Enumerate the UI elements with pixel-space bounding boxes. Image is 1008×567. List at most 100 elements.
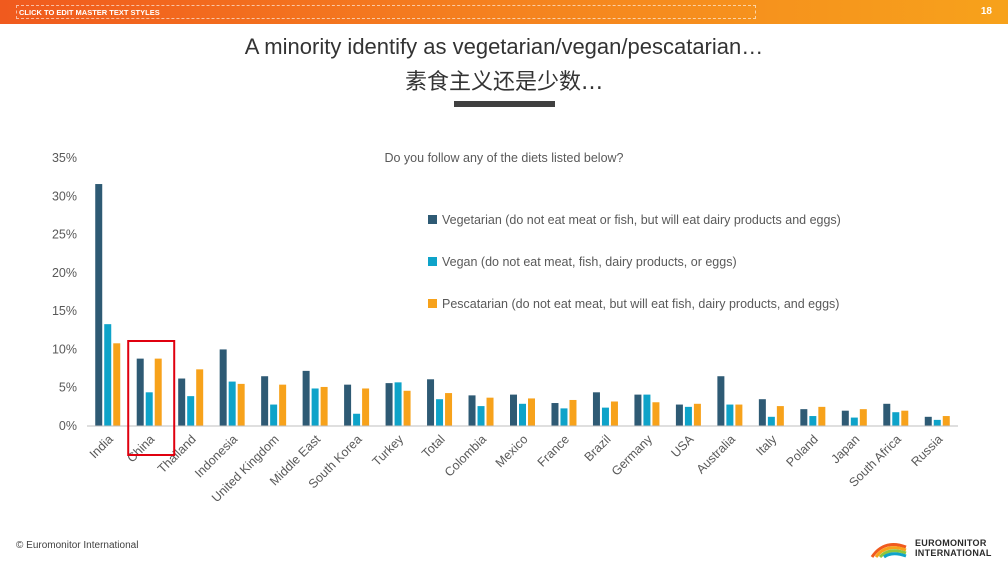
- bar: [901, 410, 909, 426]
- legend-swatch: [428, 257, 437, 266]
- bar: [883, 403, 891, 426]
- bar: [403, 390, 411, 426]
- bar: [758, 399, 766, 426]
- title-underline: [454, 101, 555, 107]
- logo-line-1: EUROMONITOR: [915, 538, 987, 548]
- bar: [643, 394, 651, 426]
- legend-label: Vegan (do not eat meat, fish, dairy prod…: [442, 255, 737, 269]
- y-tick-label: 15%: [52, 304, 77, 318]
- bar: [933, 419, 941, 426]
- y-tick-label: 35%: [52, 151, 77, 165]
- bar: [145, 392, 153, 426]
- bar: [652, 402, 660, 426]
- page-title-chinese: 素食主义还是少数…: [404, 70, 603, 95]
- x-tick-label: Poland: [784, 432, 821, 469]
- bar: [353, 413, 361, 426]
- bar: [942, 416, 950, 426]
- bar: [809, 416, 817, 426]
- bar: [726, 404, 734, 426]
- bar: [113, 343, 121, 426]
- bar: [859, 409, 867, 426]
- bar: [104, 324, 112, 426]
- bar: [486, 397, 494, 426]
- highlight-box: [127, 340, 176, 456]
- bar: [634, 394, 642, 426]
- legend: Vegetarian (do not eat meat or fish, but…: [428, 213, 841, 311]
- legend-swatch: [428, 299, 437, 308]
- y-tick-label: 30%: [52, 189, 77, 203]
- bar: [344, 384, 352, 426]
- logo-line-2: INTERNATIONAL: [915, 548, 992, 558]
- chart-title: Do you follow any of the diets listed be…: [384, 151, 623, 165]
- x-tick-label: Russia: [908, 432, 945, 469]
- x-tick-label: China: [124, 432, 157, 465]
- bar: [468, 395, 476, 426]
- euromonitor-logo-icon: [870, 543, 907, 559]
- bar: [601, 407, 609, 426]
- master-text-placeholder[interactable]: CLICK TO EDIT MASTER TEXT STYLES: [16, 5, 756, 19]
- x-tick-label: Colombia: [442, 432, 489, 479]
- y-tick-label: 5%: [59, 381, 77, 395]
- x-tick-label: Japan: [828, 432, 862, 466]
- y-axis: 0% 5% 10% 15% 20% 25% 30% 35%: [52, 151, 77, 433]
- bar: [892, 412, 900, 426]
- x-tick-label: Germany: [609, 432, 656, 479]
- bar: [187, 396, 195, 426]
- logo-wordmark: EUROMONITOR INTERNATIONAL: [915, 538, 992, 558]
- x-tick-label: Italy: [753, 432, 780, 459]
- bar: [261, 376, 269, 426]
- bar: [178, 378, 186, 426]
- bar: [394, 382, 402, 426]
- y-tick-label: 0%: [59, 419, 77, 433]
- bar: [385, 383, 393, 426]
- bar: [560, 408, 568, 426]
- bar: [800, 409, 808, 426]
- bar: [427, 379, 435, 426]
- bar: [592, 392, 600, 426]
- bar: [776, 406, 784, 426]
- bar: [675, 404, 683, 426]
- legend-label: Vegetarian (do not eat meat or fish, but…: [442, 213, 841, 227]
- bar: [510, 394, 517, 426]
- x-tick-label: Australia: [694, 432, 738, 476]
- bar: [270, 404, 278, 426]
- bar: [684, 406, 692, 426]
- bar: [436, 399, 444, 426]
- x-tick-label: France: [535, 432, 572, 469]
- bar: [95, 184, 103, 426]
- bar: [136, 358, 144, 426]
- bar: [279, 384, 287, 426]
- bar-series: [95, 184, 950, 426]
- copyright-footer: © Euromonitor International: [16, 540, 139, 551]
- bar: [311, 388, 319, 426]
- x-tick-label: Turkey: [370, 432, 407, 469]
- bar: [850, 417, 858, 426]
- bar: [219, 349, 227, 426]
- bar: [196, 369, 204, 426]
- bar: [320, 386, 328, 426]
- bar: [528, 398, 535, 426]
- x-tick-label: Mexico: [493, 432, 531, 470]
- x-tick-label: Total: [419, 432, 448, 461]
- bar: [154, 358, 162, 426]
- x-tick-label: Brazil: [582, 432, 614, 464]
- legend-swatch: [428, 215, 437, 224]
- y-tick-label: 10%: [52, 342, 77, 356]
- bar: [841, 410, 849, 426]
- bar: [362, 388, 370, 426]
- bar: [924, 416, 932, 426]
- bar: [767, 416, 775, 426]
- page-title: A minority identify as vegetarian/vegan/…: [244, 34, 764, 59]
- bar: [569, 399, 577, 426]
- bar: [818, 406, 826, 426]
- bar: [519, 403, 526, 426]
- y-tick-label: 20%: [52, 266, 77, 280]
- bar: [735, 404, 743, 426]
- bar: [228, 381, 236, 426]
- bar: [693, 403, 701, 426]
- bar: [717, 376, 725, 426]
- bar: [610, 401, 618, 426]
- bar: [551, 403, 559, 426]
- page-number: 18: [980, 6, 992, 17]
